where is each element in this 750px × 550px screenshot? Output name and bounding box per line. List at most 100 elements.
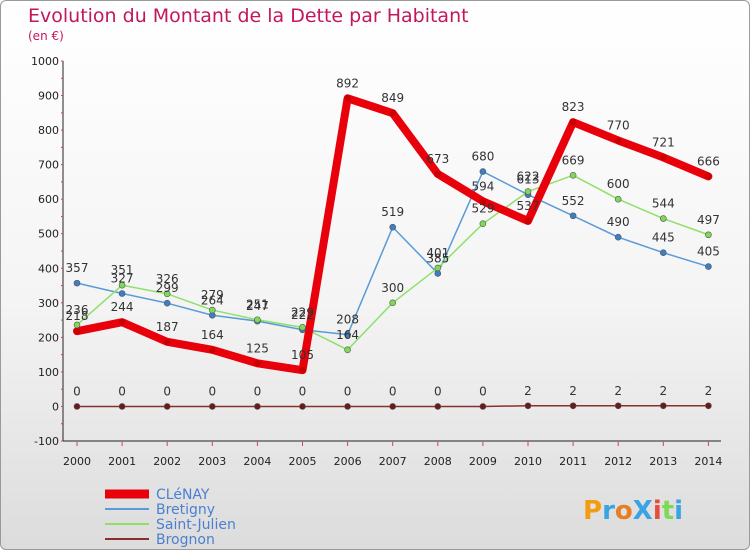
legend-label: Bretigny: [156, 502, 215, 518]
y-tick-label: -100: [34, 435, 59, 448]
data-label: 351: [111, 263, 134, 277]
data-point: [569, 118, 577, 126]
data-point: [344, 403, 351, 410]
data-point: [254, 360, 261, 367]
y-tick-label: 300: [38, 297, 59, 310]
data-label: 244: [111, 300, 134, 314]
data-point: [299, 324, 306, 331]
data-label: 222: [291, 308, 314, 322]
x-tick-label: 2014: [694, 455, 722, 468]
data-point: [163, 290, 171, 298]
data-label: 2: [659, 384, 667, 398]
legend-label: Saint-Julien: [156, 517, 236, 533]
data-point: [614, 402, 622, 410]
data-label: 666: [697, 154, 720, 168]
legend-label: CLéNAY: [156, 487, 210, 503]
data-point: [524, 402, 532, 410]
data-point: [659, 249, 667, 257]
data-point: [254, 316, 261, 324]
data-point: [569, 212, 577, 220]
data-label: 2: [614, 384, 622, 398]
data-label: 537: [517, 199, 540, 213]
data-point: [299, 366, 306, 374]
chart-title: Evolution du Montant de la Dette par Hab…: [28, 5, 469, 27]
data-label: 125: [246, 341, 269, 355]
data-label: 0: [434, 384, 442, 398]
data-label: 229: [291, 305, 314, 319]
data-label: 594: [471, 179, 494, 193]
data-point: [434, 264, 442, 272]
series-markers: [73, 95, 712, 410]
data-label: 622: [517, 170, 540, 184]
data-label: 445: [652, 231, 675, 245]
data-label: 0: [163, 384, 171, 398]
proxiti-logo-text: ProXiti: [583, 496, 683, 526]
data-point: [524, 217, 532, 225]
x-tick-label: 2008: [424, 455, 452, 468]
x-tick-label: 2005: [289, 455, 317, 468]
y-tick-label: 200: [38, 331, 59, 344]
y-tick-label: 800: [38, 124, 59, 137]
data-point: [389, 299, 397, 307]
x-tick-label: 2011: [559, 455, 587, 468]
x-tick-label: 2013: [649, 455, 677, 468]
x-tick-label: 2010: [514, 455, 542, 468]
y-tick-label: 100: [38, 366, 59, 379]
data-point: [434, 270, 442, 277]
data-label: 385: [426, 251, 449, 265]
data-point: [614, 195, 622, 203]
chart-subtitle: (en €): [28, 29, 64, 43]
data-point: [434, 170, 441, 178]
data-point: [389, 109, 396, 117]
data-label: 0: [254, 384, 262, 398]
data-point: [209, 403, 216, 410]
data-point: [163, 299, 171, 307]
data-label: 529: [471, 202, 494, 216]
series-lines: [73, 94, 713, 408]
x-tick-label: 2002: [153, 455, 181, 468]
proxiti-logo: ProXiti: [583, 496, 683, 526]
data-point: [614, 233, 622, 241]
data-point: [73, 403, 81, 410]
data-point: [389, 223, 397, 231]
data-point: [163, 403, 171, 410]
data-label: 613: [517, 173, 540, 187]
data-point: [164, 338, 171, 346]
data-point: [615, 137, 622, 144]
data-point: [569, 402, 577, 410]
data-point: [434, 403, 442, 410]
data-label: 326: [156, 272, 179, 286]
data-point: [299, 403, 306, 410]
data-label: 105: [291, 348, 314, 362]
data-point: [344, 331, 351, 338]
data-label: 669: [562, 153, 585, 167]
legend-label: Brognon: [156, 532, 215, 548]
data-point: [705, 173, 712, 180]
data-point: [659, 215, 667, 222]
data-label: 236: [66, 303, 89, 317]
data-point: [254, 403, 261, 410]
data-point: [569, 172, 577, 179]
x-tick-label: 2003: [198, 455, 226, 468]
data-point: [705, 263, 712, 270]
x-tick-label: 2000: [63, 455, 91, 468]
data-label: 2: [705, 384, 713, 398]
data-label: 279: [201, 288, 224, 302]
data-point: [73, 279, 81, 287]
y-tick-label: 700: [38, 159, 59, 172]
data-label: 721: [652, 135, 675, 149]
y-tick-label: 600: [38, 193, 59, 206]
data-label: 892: [336, 76, 359, 90]
data-point: [705, 231, 712, 239]
data-label: 405: [697, 245, 720, 259]
data-point: [118, 403, 126, 410]
data-point: [118, 290, 126, 297]
data-point: [479, 168, 487, 175]
data-label: 600: [607, 177, 630, 191]
data-label: 164: [201, 328, 224, 342]
data-point: [118, 318, 126, 326]
data-label: 0: [73, 384, 81, 398]
data-point: [73, 321, 81, 329]
data-point: [389, 403, 397, 410]
